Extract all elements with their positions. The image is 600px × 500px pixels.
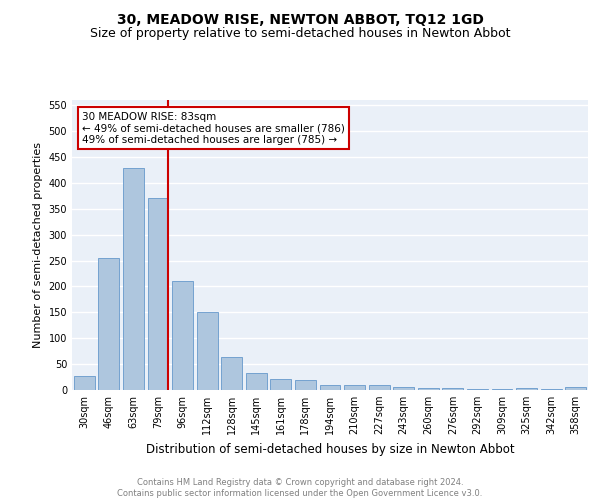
- Text: Contains HM Land Registry data © Crown copyright and database right 2024.
Contai: Contains HM Land Registry data © Crown c…: [118, 478, 482, 498]
- Bar: [98, 258, 119, 390]
- Text: Size of property relative to semi-detached houses in Newton Abbot: Size of property relative to semi-detach…: [90, 28, 510, 40]
- Text: 30 MEADOW RISE: 83sqm
← 49% of semi-detached houses are smaller (786)
49% of sem: 30 MEADOW RISE: 83sqm ← 49% of semi-deta…: [82, 112, 345, 145]
- Bar: [123, 168, 144, 390]
- Bar: [442, 388, 463, 390]
- Bar: [393, 387, 414, 390]
- Bar: [418, 388, 439, 390]
- Bar: [467, 389, 488, 390]
- Bar: [344, 386, 365, 390]
- Y-axis label: Number of semi-detached properties: Number of semi-detached properties: [33, 142, 43, 348]
- Bar: [565, 388, 586, 390]
- Bar: [148, 198, 169, 390]
- Bar: [172, 280, 193, 390]
- X-axis label: Distribution of semi-detached houses by size in Newton Abbot: Distribution of semi-detached houses by …: [146, 442, 514, 456]
- Bar: [246, 374, 267, 390]
- Bar: [221, 357, 242, 390]
- Text: 30, MEADOW RISE, NEWTON ABBOT, TQ12 1GD: 30, MEADOW RISE, NEWTON ABBOT, TQ12 1GD: [116, 12, 484, 26]
- Bar: [74, 376, 95, 390]
- Bar: [368, 385, 389, 390]
- Bar: [516, 388, 537, 390]
- Bar: [197, 312, 218, 390]
- Bar: [320, 385, 340, 390]
- Bar: [271, 379, 292, 390]
- Bar: [295, 380, 316, 390]
